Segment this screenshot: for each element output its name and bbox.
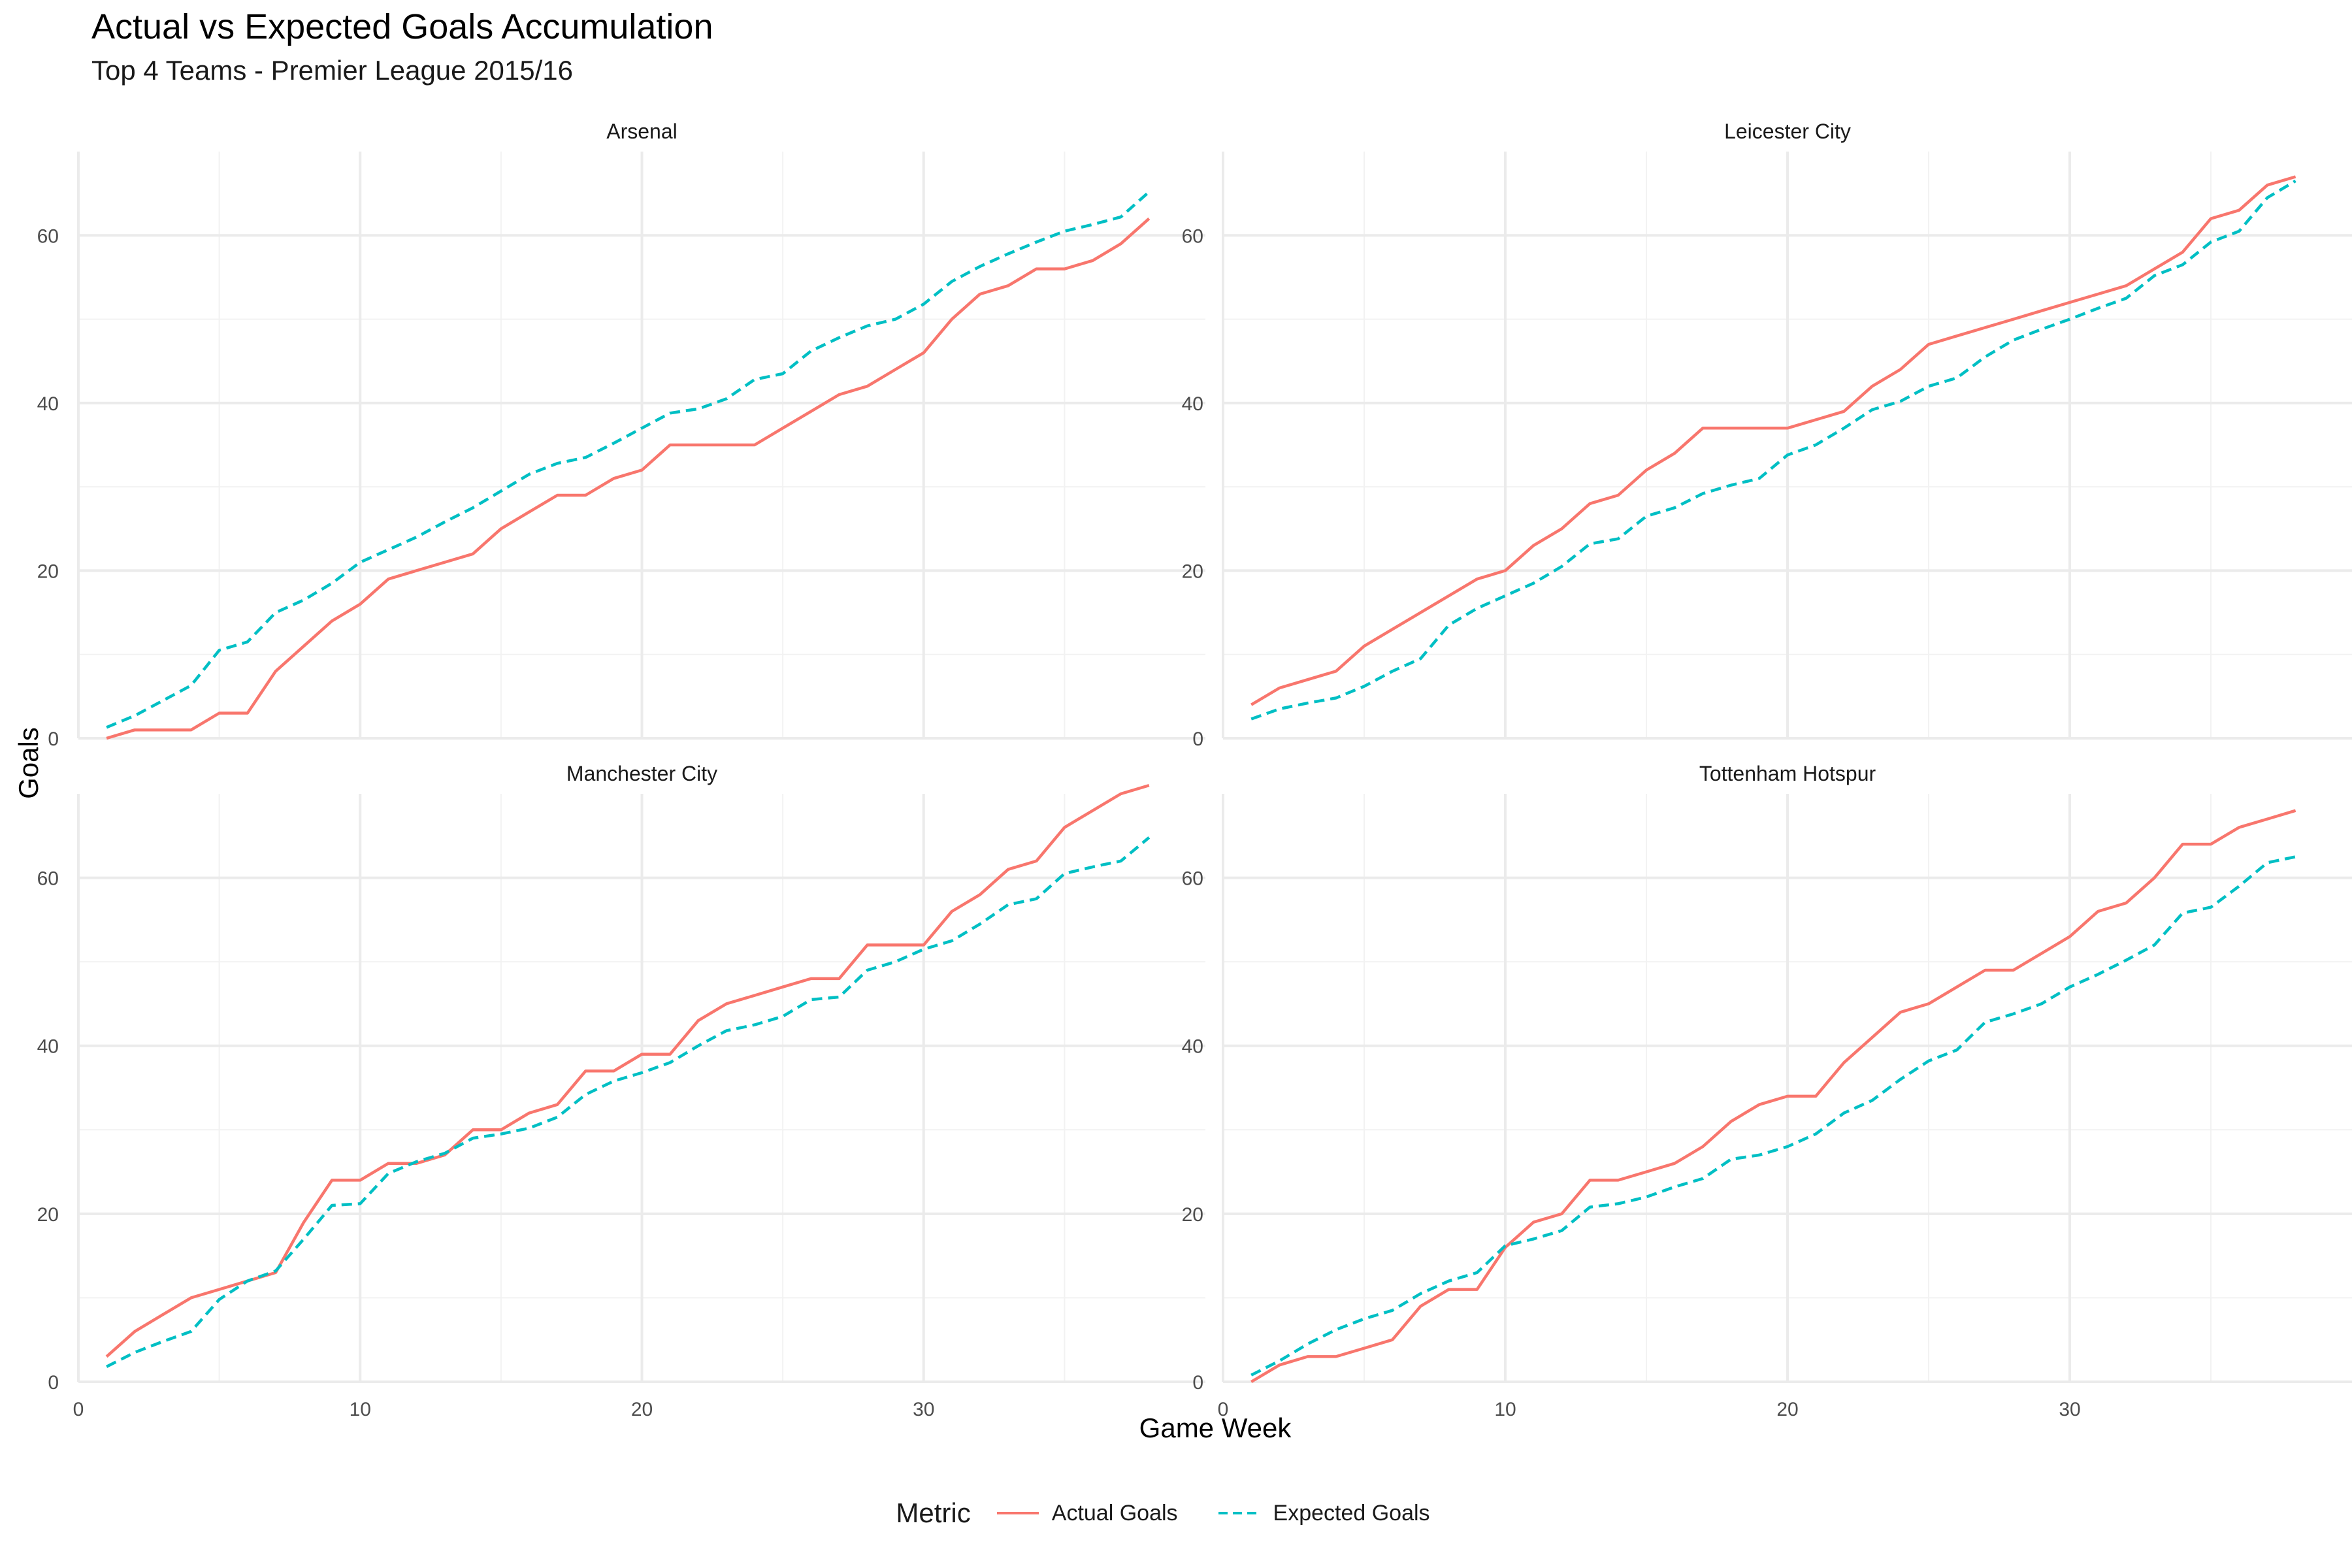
y-tick-label: 20 <box>1182 561 1203 582</box>
x-tick-label: 30 <box>913 1399 934 1420</box>
panel-title-manchester-city: Manchester City <box>566 762 717 785</box>
y-tick-label: 40 <box>1182 1036 1203 1058</box>
series-line-actual-goals <box>1250 809 2296 1383</box>
series-line-expected-goals <box>1250 179 2296 721</box>
legend-item-actual: Actual Goals <box>996 1500 1178 1526</box>
y-tick-label: 60 <box>37 868 59 890</box>
panel-leicester-city: Leicester City 0 20 40 60 <box>1182 120 2352 750</box>
y-tick-label: 0 <box>1192 1372 1203 1394</box>
series-line-actual-goals <box>106 217 1151 740</box>
series-line-expected-goals <box>106 190 1151 729</box>
y-tick-label: 60 <box>1182 868 1203 890</box>
legend-key-actual <box>996 1512 1039 1514</box>
panel-arsenal: Arsenal 0 20 40 60 <box>37 120 1205 750</box>
series-line-expected-goals <box>1250 855 2296 1377</box>
legend-title: Metric <box>896 1497 971 1528</box>
y-tick-label: 60 <box>1182 225 1203 247</box>
legend-label-expected: Expected Goals <box>1273 1500 1430 1526</box>
legend-item-expected: Expected Goals <box>1218 1501 1430 1526</box>
panel-manchester-city: Manchester City 0 20 40 60 0 10 20 30 <box>37 762 1205 1420</box>
x-tick-label: 10 <box>1494 1399 1516 1420</box>
y-tick-label: 60 <box>37 225 59 247</box>
series-line-expected-goals <box>106 836 1151 1368</box>
x-tick-label: 20 <box>631 1399 653 1420</box>
chart-subtitle: Top 4 Teams - Premier League 2015/16 <box>91 55 574 86</box>
y-tick-label: 20 <box>1182 1204 1203 1226</box>
panel-title-leicester-city: Leicester City <box>1724 120 1851 143</box>
series-line-actual-goals <box>1250 175 2296 706</box>
series-line-actual-goals <box>105 783 1150 1358</box>
y-tick-label: 0 <box>48 728 59 750</box>
chart-title: Actual vs Expected Goals Accumulation <box>91 7 713 46</box>
x-tick-label: 30 <box>2059 1399 2080 1420</box>
y-tick-label: 40 <box>37 393 59 415</box>
y-tick-label: 0 <box>48 1372 59 1394</box>
x-tick-label: 0 <box>73 1399 84 1420</box>
y-tick-label: 20 <box>37 561 59 582</box>
x-tick-label: 20 <box>1776 1399 1798 1420</box>
y-tick-label: 20 <box>37 1204 59 1226</box>
legend: Metric Actual Goals Expected Goals <box>0 1497 2352 1529</box>
panel-title-tottenham-hotspur: Tottenham Hotspur <box>1699 762 1876 785</box>
x-tick-label: 10 <box>350 1399 371 1420</box>
y-tick-label: 0 <box>1192 728 1203 750</box>
x-axis-title: Game Week <box>1139 1413 1292 1443</box>
x-tick-label: 0 <box>1218 1399 1229 1420</box>
panel-title-arsenal: Arsenal <box>606 120 678 143</box>
panel-tottenham-hotspur: Tottenham Hotspur 0 20 40 60 0 10 20 30 <box>1182 762 2352 1420</box>
y-tick-label: 40 <box>1182 393 1203 415</box>
legend-key-expected <box>1218 1512 1260 1514</box>
y-tick-label: 40 <box>37 1036 59 1058</box>
legend-label-actual: Actual Goals <box>1051 1500 1178 1526</box>
y-axis-title: Goals <box>13 727 44 799</box>
